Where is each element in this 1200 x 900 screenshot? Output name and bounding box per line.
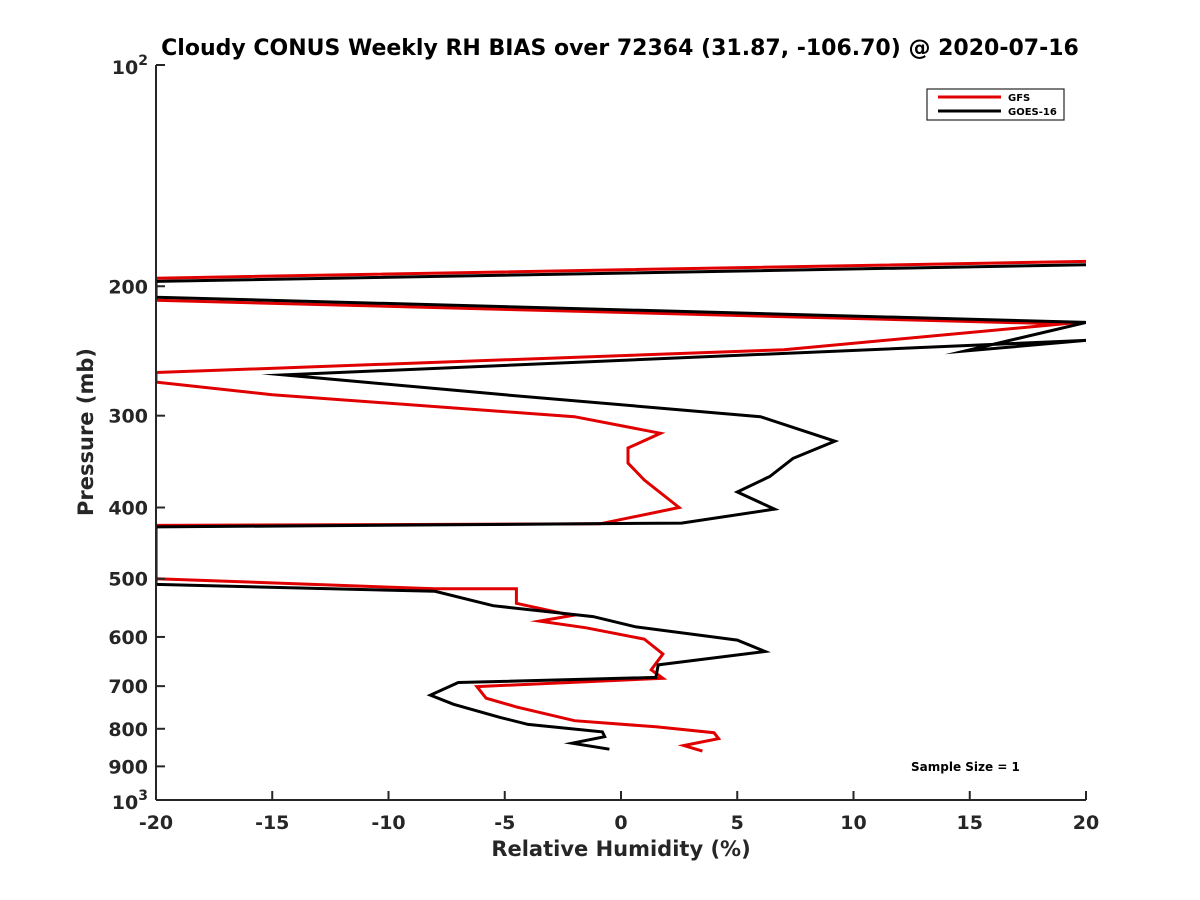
y-tick-label: 200 — [108, 276, 148, 298]
legend-label-goes16: GOES-16 — [1008, 107, 1057, 118]
x-tick-label: -20 — [139, 812, 173, 834]
x-tick-label: -10 — [371, 812, 405, 834]
series-line-goes16 — [156, 263, 1086, 751]
y-axis-label: Pressure (mb) — [74, 348, 98, 516]
y-tick-label: 600 — [108, 627, 148, 649]
series-line-gfs — [156, 259, 1086, 753]
y-tick-label: 102 — [112, 53, 148, 79]
y-tick-label: 300 — [108, 406, 148, 428]
series-layer — [156, 259, 1086, 753]
y-tick-label: 700 — [108, 676, 148, 698]
x-tick-label: 15 — [957, 812, 983, 834]
legend-box — [926, 88, 1065, 121]
chart-title: Cloudy CONUS Weekly RH BIAS over 72364 (… — [161, 36, 1079, 61]
y-tick-label: 400 — [108, 498, 148, 520]
sample-size-annotation: Sample Size = 1 — [911, 760, 1020, 774]
x-tick-label: 5 — [731, 812, 744, 834]
y-tick-label: 103 — [112, 788, 148, 814]
axes — [155, 65, 1086, 801]
x-axis-label: Relative Humidity (%) — [491, 837, 750, 861]
x-tick-label: 10 — [840, 812, 866, 834]
legend: GFS GOES-16 — [926, 88, 1065, 121]
x-ticks: -20 -15 -10 -5 0 5 10 15 20 — [139, 791, 1099, 834]
legend-label-gfs: GFS — [1008, 93, 1030, 104]
y-tick-label: 500 — [108, 569, 148, 591]
y-ticks: 102 200 300 400 500 600 700 800 900 103 — [108, 53, 165, 814]
x-tick-label: 0 — [614, 812, 627, 834]
y-tick-label: 900 — [108, 756, 148, 778]
x-tick-label: -5 — [494, 812, 515, 834]
y-tick-label: 800 — [108, 719, 148, 741]
x-tick-label: -15 — [255, 812, 289, 834]
x-tick-label: 20 — [1073, 812, 1099, 834]
